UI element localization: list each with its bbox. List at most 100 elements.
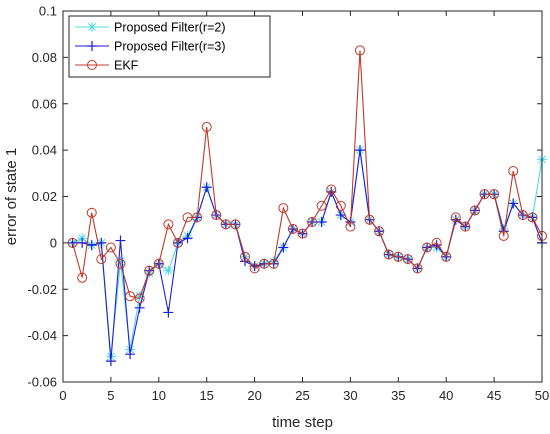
data-point xyxy=(297,228,308,239)
data-point xyxy=(278,242,289,253)
data-point xyxy=(450,212,461,223)
data-point xyxy=(335,210,346,221)
y-tick-label: 0.02 xyxy=(32,189,57,204)
data-point xyxy=(479,189,490,200)
data-point xyxy=(77,237,88,248)
x-tick-label: 15 xyxy=(199,388,213,403)
data-point xyxy=(326,184,337,195)
data-point xyxy=(278,203,289,214)
y-axis-title: error of state 1 xyxy=(3,148,20,246)
data-point xyxy=(441,251,452,262)
data-point xyxy=(134,302,145,313)
axes: 0 5 10 15 20 25 30 35 40 45 50 -0.06 -0.04 -0.02 0 0.02… xyxy=(27,4,549,404)
series-line xyxy=(72,50,543,300)
data-point xyxy=(307,217,318,228)
y-tick-label: 0.1 xyxy=(39,4,57,19)
data-point xyxy=(287,223,298,234)
y-tick-label: -0.04 xyxy=(27,328,57,343)
y-tick-label: -0.02 xyxy=(27,282,57,297)
data-point xyxy=(431,240,442,251)
data-point xyxy=(517,210,528,221)
data-point xyxy=(105,356,116,367)
data-point xyxy=(153,258,164,269)
data-point xyxy=(144,265,155,276)
data-point xyxy=(115,256,126,267)
data-point xyxy=(335,200,346,211)
y-tick-label: 0 xyxy=(50,235,57,250)
data-point xyxy=(412,263,423,274)
legend-label: Proposed Filter(r=3) xyxy=(114,40,226,54)
data-point xyxy=(86,207,97,218)
data-point xyxy=(527,212,538,223)
data-point xyxy=(240,251,251,262)
x-tick-label: 50 xyxy=(535,388,549,403)
data-point xyxy=(230,219,241,230)
legend-label: Proposed Filter(r=2) xyxy=(114,21,226,35)
x-tick-label: 35 xyxy=(391,388,405,403)
data-point xyxy=(393,251,404,262)
data-point xyxy=(249,263,260,274)
legend-marker xyxy=(87,60,97,70)
data-point xyxy=(172,237,183,248)
data-point xyxy=(220,219,231,230)
data-point xyxy=(259,258,270,269)
data-point xyxy=(201,121,212,132)
data-point xyxy=(354,145,365,156)
x-axis-title: time step xyxy=(272,414,333,431)
data-point xyxy=(182,233,193,244)
series-3 xyxy=(67,45,547,304)
data-point xyxy=(498,230,509,241)
data-point xyxy=(268,258,279,269)
legend-marker xyxy=(87,22,97,32)
y-tick-label: 0.08 xyxy=(32,50,57,65)
x-tick-label: 5 xyxy=(107,388,114,403)
data-point xyxy=(105,242,116,253)
data-point xyxy=(489,189,500,200)
data-point xyxy=(374,226,385,237)
data-point xyxy=(383,249,394,260)
data-point xyxy=(460,221,471,232)
data-point xyxy=(508,198,519,209)
data-point xyxy=(364,214,375,225)
legend-item: Proposed Filter(r=3) xyxy=(75,40,226,54)
data-point xyxy=(115,258,126,269)
data-point xyxy=(77,272,88,283)
x-tick-label: 45 xyxy=(487,388,501,403)
x-tick-label: 40 xyxy=(439,388,453,403)
data-point xyxy=(182,212,193,223)
data-point xyxy=(431,237,442,248)
data-point xyxy=(211,210,222,221)
data-point xyxy=(422,242,433,253)
data-point xyxy=(163,265,174,276)
data-point xyxy=(201,182,212,193)
x-tick-label: 25 xyxy=(295,388,309,403)
data-point xyxy=(67,237,78,248)
data-point xyxy=(67,237,78,248)
x-tick-label: 10 xyxy=(152,388,166,403)
data-point xyxy=(125,349,136,360)
plot-area xyxy=(67,45,547,367)
legend-item: EKF xyxy=(75,59,139,73)
legend-label: EKF xyxy=(114,59,139,73)
data-point xyxy=(163,307,174,318)
legend-marker xyxy=(87,41,97,51)
data-point xyxy=(316,217,327,228)
data-point xyxy=(115,235,126,246)
data-point xyxy=(86,240,97,251)
data-point xyxy=(96,254,107,265)
data-point xyxy=(402,254,413,265)
x-tick-label: 30 xyxy=(343,388,357,403)
x-tick-label: 0 xyxy=(59,388,66,403)
data-point xyxy=(134,293,145,304)
legend-item: Proposed Filter(r=2) xyxy=(75,21,226,35)
legend: Proposed Filter(r=2) Proposed Filter(r=3)… xyxy=(68,15,271,78)
data-point xyxy=(163,219,174,230)
x-tick-label: 20 xyxy=(247,388,261,403)
data-point xyxy=(469,205,480,216)
data-point xyxy=(134,291,145,302)
y-tick-label: -0.06 xyxy=(27,375,57,390)
data-point xyxy=(354,45,365,56)
y-tick-label: 0.06 xyxy=(32,96,57,111)
